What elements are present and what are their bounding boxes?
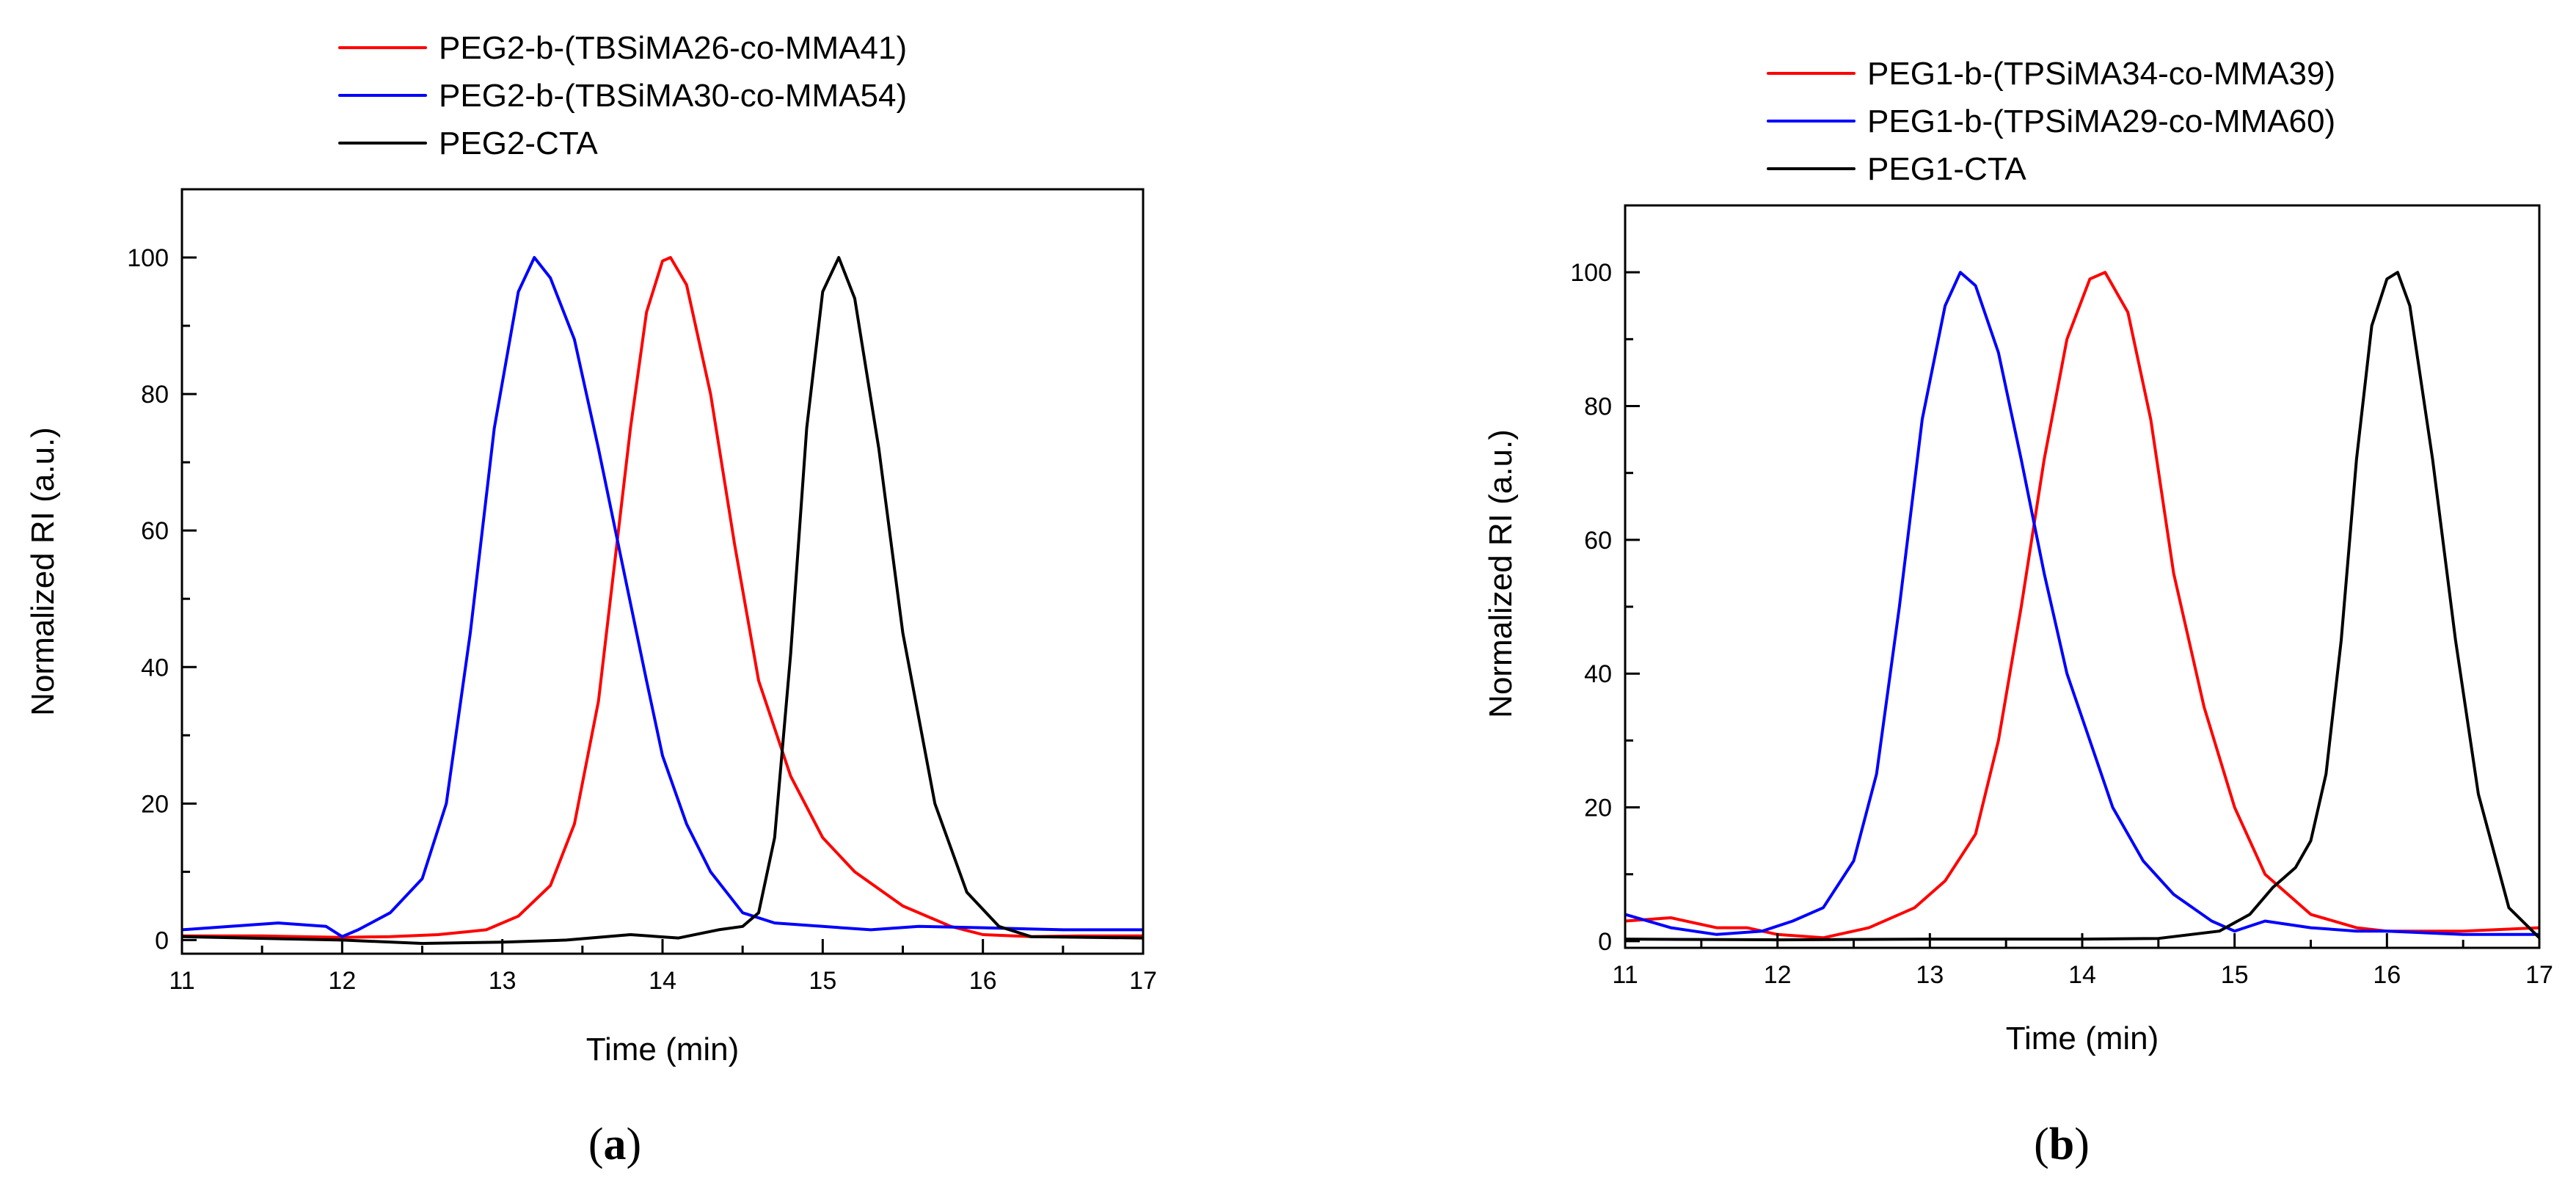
legend-label-a-0: PEG2-b-(TBSiMA26-co-MMA41) [439, 30, 907, 66]
chart-a-legend: PEG2-b-(TBSiMA26-co-MMA41) PEG2-b-(TBSiM… [338, 30, 907, 161]
legend-label-a-2: PEG2-CTA [439, 125, 598, 161]
chart-b-caption-letter: b [2049, 1120, 2074, 1169]
legend-label-b-0: PEG1-b-(TPSiMA34-co-MMA39) [1867, 56, 2335, 92]
x-tick-label-b-1: 12 [1764, 961, 1792, 989]
y-tick-label-b-2: 40 [1584, 660, 1612, 688]
y-tick-label-b-3: 60 [1584, 527, 1612, 555]
legend-entry-b-1: PEG1-b-(TPSiMA29-co-MMA60) [1767, 103, 2335, 139]
chart-a-ylabel: Normalized RI (a.u.) [25, 427, 61, 716]
series-line-b-0 [1625, 271, 2539, 940]
legend-label-a-1: PEG2-b-(TBSiMA30-co-MMA54) [439, 78, 907, 114]
chart-b-x-ticks: 11 12 13 14 15 16 17 [1612, 933, 2553, 989]
x-tick-label-a-5: 16 [969, 967, 997, 995]
y-tick-label-b-0: 0 [1598, 928, 1612, 956]
x-tick-label-a-2: 13 [489, 967, 517, 995]
y-tick-label-a-1: 20 [141, 790, 169, 818]
chart-b-plot-area: 11 12 13 14 15 16 17 0 20 40 60 80 100 [1570, 204, 2553, 989]
x-tick-label-b-0: 11 [1612, 961, 1638, 989]
y-tick-label-a-3: 60 [141, 517, 169, 545]
x-tick-label-a-1: 12 [328, 967, 356, 995]
y-tick-label-a-2: 40 [141, 654, 169, 682]
chart-a-xlabel: Time (min) [586, 1031, 740, 1067]
y-tick-label-b-5: 100 [1570, 259, 1612, 287]
legend-label-b-2: PEG1-CTA [1867, 151, 2026, 187]
x-tick-label-a-0: 11 [169, 967, 194, 995]
chart-b-frame [1624, 204, 2541, 949]
chart-a-x-ticks: 11 12 13 14 15 16 17 [169, 939, 1157, 995]
chart-b-y-ticks: 0 20 40 60 80 100 [1570, 204, 1640, 956]
chart-b-ylabel: Normalized RI (a.u.) [1483, 429, 1519, 718]
x-tick-label-b-3: 14 [2068, 961, 2096, 989]
legend-entry-a-2: PEG2-CTA [338, 125, 598, 161]
chart-b: PEG1-b-(TPSiMA34-co-MMA39) PEG1-b-(TPSiM… [1483, 56, 2553, 1169]
x-tick-label-b-2: 13 [1916, 961, 1944, 989]
x-tick-label-b-4: 15 [2221, 961, 2249, 989]
legend-entry-a-1: PEG2-b-(TBSiMA30-co-MMA54) [338, 78, 907, 114]
chart-b-legend: PEG1-b-(TPSiMA34-co-MMA39) PEG1-b-(TPSiM… [1767, 56, 2335, 187]
chart-b-series [1625, 271, 2539, 942]
chart-a-caption: (a) [588, 1120, 641, 1169]
series-line-b-2 [1625, 271, 2539, 942]
chart-a: PEG2-b-(TBSiMA26-co-MMA41) PEG2-b-(TBSiM… [25, 30, 1157, 1169]
chart-b-xlabel: Time (min) [2006, 1020, 2159, 1056]
series-line-a-1 [182, 256, 1143, 938]
chart-a-caption-letter: a [604, 1120, 627, 1169]
series-line-a-2 [182, 256, 1143, 945]
x-tick-label-a-3: 14 [649, 967, 676, 995]
chart-a-plot-area: 11 12 13 14 15 16 17 0 20 40 60 80 100 [127, 188, 1157, 995]
legend-label-b-1: PEG1-b-(TPSiMA29-co-MMA60) [1867, 103, 2335, 139]
x-tick-label-a-6: 17 [1129, 967, 1157, 995]
x-tick-label-a-4: 15 [809, 967, 836, 995]
legend-entry-b-0: PEG1-b-(TPSiMA34-co-MMA39) [1767, 56, 2335, 92]
chart-a-frame [180, 188, 1145, 955]
chart-a-y-ticks: 0 20 40 60 80 100 [127, 188, 197, 954]
y-tick-label-b-4: 80 [1584, 393, 1612, 421]
chart-a-series [182, 256, 1143, 945]
y-tick-label-a-5: 100 [127, 244, 169, 272]
series-line-a-0 [182, 256, 1143, 939]
legend-entry-a-0: PEG2-b-(TBSiMA26-co-MMA41) [338, 30, 907, 66]
x-tick-label-b-5: 16 [2373, 961, 2401, 989]
chart-b-caption: (b) [2034, 1120, 2090, 1169]
series-line-b-1 [1625, 271, 2539, 936]
y-tick-label-a-4: 80 [141, 381, 169, 409]
y-tick-label-b-1: 20 [1584, 795, 1612, 822]
x-tick-label-b-6: 17 [2525, 961, 2553, 989]
legend-entry-b-2: PEG1-CTA [1767, 151, 2026, 187]
y-tick-label-a-0: 0 [155, 927, 169, 954]
